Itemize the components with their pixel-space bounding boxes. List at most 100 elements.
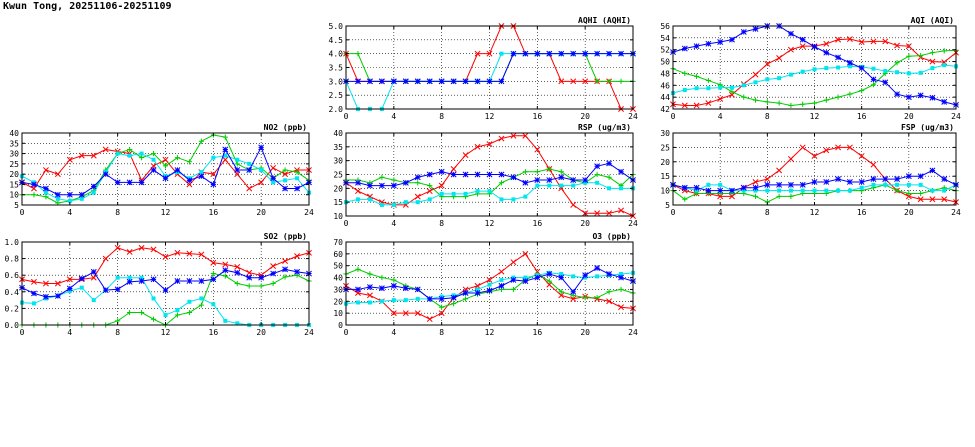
data-point-red xyxy=(510,259,517,266)
y-tick-label: 5 xyxy=(665,201,670,210)
x-tick-label: 24 xyxy=(951,112,961,121)
x-tick-label: 12 xyxy=(810,208,820,217)
data-point-red xyxy=(54,280,61,287)
data-point-blue xyxy=(450,171,457,178)
data-point-cyan xyxy=(367,197,372,202)
data-point-blue xyxy=(366,182,373,189)
data-point-red xyxy=(717,95,724,102)
data-point-green xyxy=(258,283,264,289)
x-tick-label: 20 xyxy=(580,219,590,228)
data-point-cyan xyxy=(403,298,408,303)
data-point-red xyxy=(66,156,73,163)
data-point-blue xyxy=(558,174,565,181)
data-point-red xyxy=(42,167,49,173)
data-point-red xyxy=(705,100,712,107)
data-point-green xyxy=(682,196,688,202)
data-point-red xyxy=(929,196,936,203)
data-point-green xyxy=(379,274,385,281)
data-point-cyan xyxy=(906,182,911,187)
data-point-cyan xyxy=(427,197,432,202)
x-tick-label: 8 xyxy=(439,219,444,228)
y-tick-label: 40 xyxy=(9,129,19,138)
data-point-blue xyxy=(486,78,493,85)
data-point-red xyxy=(66,276,73,283)
data-point-cyan xyxy=(607,186,612,191)
data-point-cyan xyxy=(559,183,564,188)
x-tick-label: 16 xyxy=(209,208,219,217)
data-point-blue xyxy=(282,266,289,273)
data-point-red xyxy=(799,43,806,50)
data-point-red xyxy=(438,310,445,317)
y-tick-label: 10 xyxy=(9,191,19,200)
data-point-blue xyxy=(752,26,759,32)
data-point-red xyxy=(210,171,217,178)
data-point-blue xyxy=(787,30,794,37)
x-tick-label: 8 xyxy=(439,112,444,121)
y-tick-label: 3.5 xyxy=(329,64,344,73)
y-tick-label: 4.0 xyxy=(329,50,344,59)
chart-title: O3 (ppb) xyxy=(592,232,631,241)
data-point-blue xyxy=(606,50,613,57)
data-point-blue xyxy=(414,286,421,293)
page-title: Kwun Tong, 20251106-20251109 xyxy=(3,1,172,12)
data-point-blue xyxy=(681,45,688,52)
data-point-blue xyxy=(582,177,589,183)
data-point-blue xyxy=(522,278,529,285)
data-point-cyan xyxy=(79,196,84,201)
data-point-red xyxy=(858,39,865,45)
y-tick-label: 35 xyxy=(9,139,19,148)
data-point-red xyxy=(162,156,169,163)
data-point-blue xyxy=(811,179,818,185)
data-point-blue xyxy=(366,284,373,291)
data-point-red xyxy=(846,144,853,151)
data-point-blue xyxy=(234,269,241,276)
data-point-cyan xyxy=(151,157,156,162)
data-point-cyan xyxy=(741,188,746,193)
data-point-blue xyxy=(618,50,624,57)
data-point-red xyxy=(54,171,61,178)
data-point-red xyxy=(222,156,229,163)
data-point-red xyxy=(858,153,865,159)
data-point-green xyxy=(162,163,169,169)
data-point-blue xyxy=(486,171,493,178)
data-point-red xyxy=(941,196,948,203)
data-point-red xyxy=(270,165,277,171)
data-point-cyan xyxy=(535,183,540,188)
data-point-blue xyxy=(534,177,541,183)
data-point-cyan xyxy=(583,180,588,185)
y-tick-label: 5 xyxy=(14,201,19,210)
data-point-red xyxy=(729,193,735,200)
data-point-cyan xyxy=(463,191,468,196)
data-point-cyan xyxy=(439,191,444,196)
data-point-blue xyxy=(462,78,469,85)
chart-title: RSP (ug/m3) xyxy=(578,123,631,132)
data-point-red xyxy=(681,102,688,109)
data-point-green xyxy=(582,295,588,301)
data-point-cyan xyxy=(706,182,711,187)
data-point-blue xyxy=(42,293,49,300)
data-point-cyan xyxy=(43,190,48,195)
data-point-red xyxy=(894,42,900,49)
data-point-red xyxy=(510,132,517,139)
data-point-red xyxy=(162,253,169,260)
data-point-blue xyxy=(198,173,205,180)
data-point-green xyxy=(355,266,361,272)
data-point-cyan xyxy=(187,299,192,304)
y-tick-label: 60 xyxy=(333,250,343,259)
data-point-red xyxy=(823,147,830,154)
data-point-cyan xyxy=(127,153,132,158)
data-point-red xyxy=(414,193,421,200)
data-point-blue xyxy=(917,92,924,99)
data-point-cyan xyxy=(391,298,396,303)
data-point-red xyxy=(462,152,469,159)
data-point-green xyxy=(510,286,517,293)
data-point-red xyxy=(90,274,97,281)
y-tick-label: 20 xyxy=(9,170,19,179)
data-point-cyan xyxy=(595,274,600,279)
data-point-green xyxy=(705,77,711,84)
data-point-cyan xyxy=(619,272,624,277)
data-point-blue xyxy=(270,270,277,277)
data-point-green xyxy=(439,304,445,310)
data-point-blue xyxy=(162,287,169,294)
